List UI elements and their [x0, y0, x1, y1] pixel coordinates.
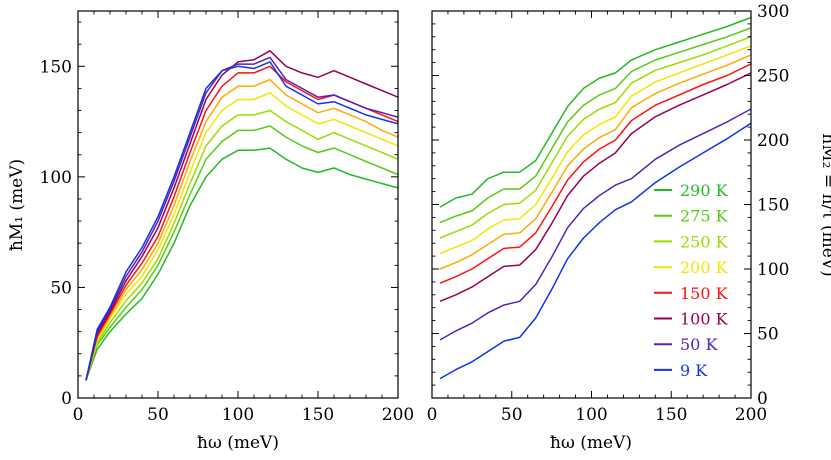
- right-y-tick-label: 300: [757, 2, 789, 22]
- left-series-line-200k-3: [85, 92, 399, 381]
- left-series-line-100k-6: [85, 50, 399, 381]
- right-plot-frame: [431, 10, 752, 399]
- right-series-line-100k-6: [439, 72, 752, 302]
- right-y-tick-label: 200: [757, 131, 789, 151]
- left-x-tick-label: 100: [222, 405, 254, 425]
- right-x-tick-label: 0: [427, 405, 438, 425]
- legend-label: 290 K: [680, 181, 729, 200]
- left-series-line-200k-4: [85, 78, 399, 381]
- legend-label: 275 K: [680, 207, 729, 226]
- left-y-tick-label: 150: [40, 57, 72, 77]
- right-series-line-290k-0: [439, 16, 752, 208]
- left-x-tick-label: 200: [382, 405, 414, 425]
- right-x-tick-label: 50: [501, 405, 523, 425]
- right-y-tick-label: 150: [757, 196, 789, 216]
- legend-label: 9 K: [680, 361, 708, 380]
- right-series-line-150k-5: [439, 63, 752, 284]
- legend-label: 250 K: [680, 232, 729, 251]
- left-series-group: [85, 50, 399, 381]
- right-x-axis-label: ħω (meV): [550, 433, 632, 453]
- left-series-line-250k-2: [85, 109, 399, 381]
- left-series-line-275k-1: [85, 125, 399, 381]
- legend-label: 50 K: [680, 335, 718, 354]
- right-series-line-200k-4: [439, 54, 752, 270]
- right-x-tick-label: 100: [575, 405, 607, 425]
- right-series-line-250k-2: [439, 36, 752, 239]
- right-series-line-50k-7: [439, 108, 752, 341]
- left-y-tick-label: 100: [40, 168, 72, 188]
- left-y-tick-label: 50: [50, 278, 72, 298]
- left-x-axis-label: ħω (meV): [197, 433, 279, 453]
- legend-label: 100 K: [680, 310, 729, 329]
- right-y-tick-label: 0: [757, 389, 768, 409]
- legend-label: 200 K: [680, 258, 729, 277]
- left-y-tick-label: 0: [61, 389, 72, 409]
- right-series-line-275k-1: [439, 27, 752, 224]
- left-series-line-290k-0: [85, 147, 399, 381]
- left-x-tick-label: 150: [302, 405, 334, 425]
- left-series-line-50k-7: [85, 56, 399, 381]
- left-series-line-9k-8: [85, 61, 399, 381]
- right-x-tick-label: 150: [655, 405, 687, 425]
- legend: 290 K 275 K 250 K 200 K 150 K 100 K 50 K 9 K: [654, 181, 729, 380]
- right-series-group: [439, 16, 752, 380]
- left-x-tick-label: 50: [147, 405, 169, 425]
- left-series-line-150k-5: [85, 65, 399, 381]
- right-y-tick-label: 250: [757, 67, 789, 87]
- right-y-tick-label: 100: [757, 260, 789, 280]
- legend-label: 150 K: [680, 284, 729, 303]
- left-ticks-group: 0 50 100 150 200 0 50 100 150: [40, 11, 414, 425]
- left-x-tick-label: 0: [73, 405, 84, 425]
- right-y-tick-label: 50: [757, 325, 779, 345]
- right-x-tick-label: 200: [735, 405, 767, 425]
- right-series-line-9k-8: [439, 122, 752, 380]
- left-panel: 0 50 100 150 200 0 50 100 150 ħω (meV) ħM₁ (meV): [7, 10, 414, 453]
- left-plot-frame: [77, 10, 399, 399]
- left-y-axis-label: ħM₁ (meV): [7, 159, 27, 251]
- right-y-axis-label: ħM₂ = ħ/τ (meV): [818, 133, 831, 276]
- right-series-line-200k-3: [439, 45, 752, 255]
